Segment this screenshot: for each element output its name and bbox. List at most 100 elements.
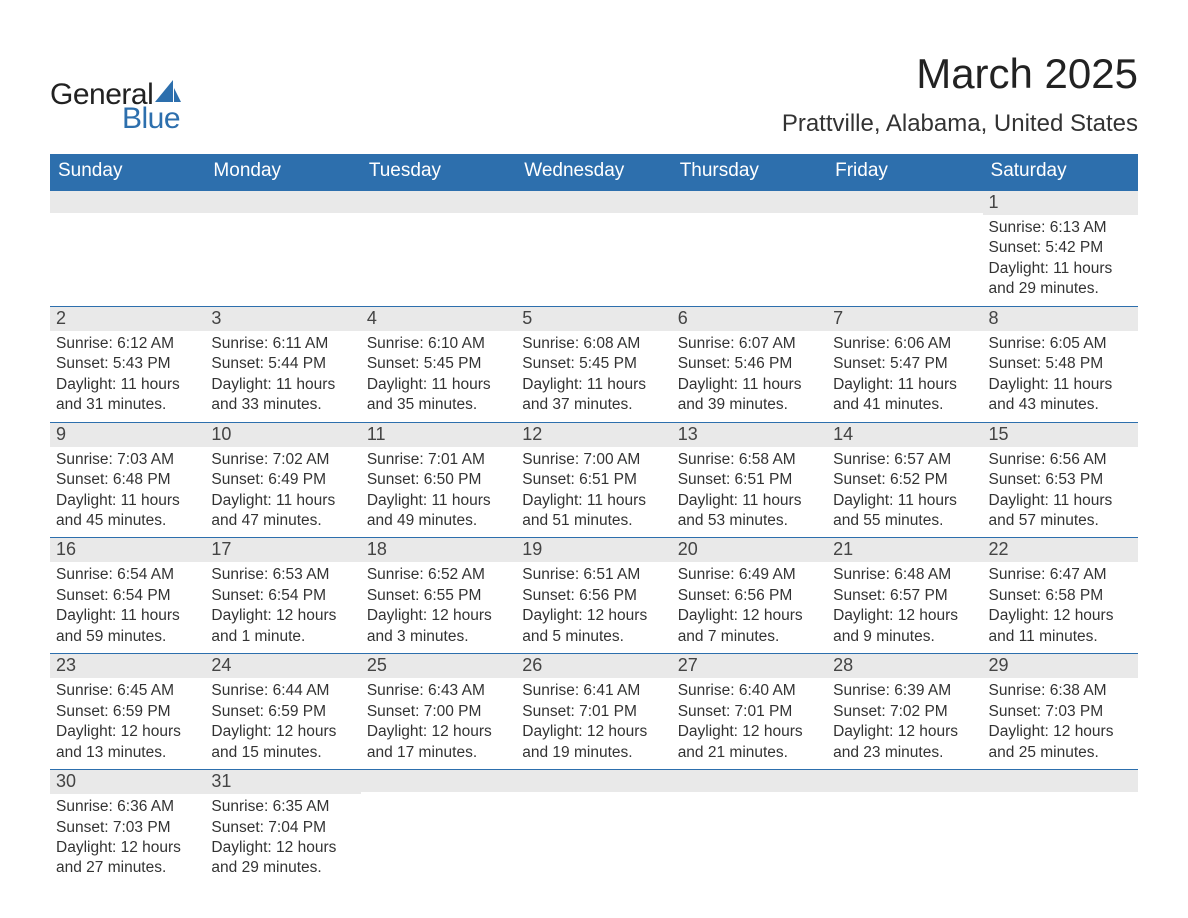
sunrise-text: Sunrise: 6:51 AM [522,565,665,585]
sunrise-text: Sunrise: 7:01 AM [367,450,510,470]
sunset-text: Sunset: 7:00 PM [367,702,510,722]
day-header: Monday [205,154,360,191]
sunset-text: Sunset: 5:44 PM [211,354,354,374]
day-number: 3 [205,307,360,331]
sunrise-text: Sunrise: 6:12 AM [56,334,199,354]
day-body: Sunrise: 6:36 AMSunset: 7:03 PMDaylight:… [50,794,205,885]
calendar-week: 2Sunrise: 6:12 AMSunset: 5:43 PMDaylight… [50,306,1138,422]
sunrise-text: Sunrise: 6:10 AM [367,334,510,354]
day-body: Sunrise: 6:53 AMSunset: 6:54 PMDaylight:… [205,562,360,653]
sunrise-text: Sunrise: 6:48 AM [833,565,976,585]
daylight-text: Daylight: 11 hours and 55 minutes. [833,491,976,532]
day-header: Wednesday [516,154,671,191]
day-number: 9 [50,423,205,447]
calendar-cell: 23Sunrise: 6:45 AMSunset: 6:59 PMDayligh… [50,654,205,770]
daylight-text: Daylight: 12 hours and 13 minutes. [56,722,199,763]
calendar-cell: 19 Sunrise: 6:51 AMSunset: 6:56 PMDayligh… [516,538,671,654]
calendar-cell: 31Sunrise: 6:35 AMSunset: 7:04 PMDayligh… [205,770,360,885]
day-body: Sunrise: 6:41 AMSunset: 7:01 PMDaylight:… [516,678,671,769]
sunset-text: Sunset: 7:01 PM [678,702,821,722]
sunrise-text: Sunrise: 6:08 AM [522,334,665,354]
calendar-cell: 15Sunrise: 6:56 AMSunset: 6:53 PMDayligh… [983,422,1138,538]
calendar-cell: 28Sunrise: 6:39 AMSunset: 7:02 PMDayligh… [827,654,982,770]
day-number: 2 [50,307,205,331]
day-body: Sunrise: 6:05 AMSunset: 5:48 PMDaylight:… [983,331,1138,422]
daylight-text: Daylight: 12 hours and 23 minutes. [833,722,976,763]
calendar-week: 9Sunrise: 7:03 AMSunset: 6:48 PMDaylight… [50,422,1138,538]
calendar-cell [983,770,1138,885]
sunset-text: Sunset: 6:58 PM [989,586,1132,606]
day-number: 14 [827,423,982,447]
daylight-text: Daylight: 12 hours and 21 minutes. [678,722,821,763]
sunrise-text: Sunrise: 6:54 AM [56,565,199,585]
daylight-text: Daylight: 11 hours and 53 minutes. [678,491,821,532]
sunrise-text: Sunrise: 6:43 AM [367,681,510,701]
sunrise-text: Sunrise: 6:47 AM [989,565,1132,585]
sunset-text: Sunset: 7:04 PM [211,818,354,838]
calendar-cell: 12Sunrise: 7:00 AMSunset: 6:51 PMDayligh… [516,422,671,538]
day-body: Sunrise: 6:54 AMSunset: 6:54 PMDaylight:… [50,562,205,653]
sunset-text: Sunset: 6:50 PM [367,470,510,490]
day-number: 21 [827,538,982,562]
day-body: Sunrise: 6:10 AMSunset: 5:45 PMDaylight:… [361,331,516,422]
day-body [516,213,671,293]
daylight-text: Daylight: 12 hours and 27 minutes. [56,838,199,879]
day-header: Friday [827,154,982,191]
day-body: Sunrise: 6:35 AMSunset: 7:04 PMDaylight:… [205,794,360,885]
day-body [672,213,827,293]
sunset-text: Sunset: 6:56 PM [522,586,665,606]
day-number [205,191,360,213]
day-number [827,191,982,213]
daylight-text: Daylight: 11 hours and 41 minutes. [833,375,976,416]
day-number [361,191,516,213]
daylight-text: Daylight: 12 hours and 25 minutes. [989,722,1132,763]
calendar-cell: 9Sunrise: 7:03 AMSunset: 6:48 PMDaylight… [50,422,205,538]
calendar-cell: 10Sunrise: 7:02 AMSunset: 6:49 PMDayligh… [205,422,360,538]
calendar-cell: 26Sunrise: 6:41 AMSunset: 7:01 PMDayligh… [516,654,671,770]
sunset-text: Sunset: 5:48 PM [989,354,1132,374]
brand-logo: General Blue [50,50,181,134]
day-number: 15 [983,423,1138,447]
sunset-text: Sunset: 6:48 PM [56,470,199,490]
day-body: Sunrise: 6:13 AMSunset: 5:42 PMDaylight:… [983,215,1138,306]
day-body: Sunrise: 6:44 AMSunset: 6:59 PMDaylight:… [205,678,360,769]
sunset-text: Sunset: 5:46 PM [678,354,821,374]
day-number [50,191,205,213]
daylight-text: Daylight: 12 hours and 3 minutes. [367,606,510,647]
calendar-cell: 1Sunrise: 6:13 AMSunset: 5:42 PMDaylight… [983,191,1138,307]
calendar-cell [672,770,827,885]
sunset-text: Sunset: 6:49 PM [211,470,354,490]
calendar-cell: 24Sunrise: 6:44 AMSunset: 6:59 PMDayligh… [205,654,360,770]
day-number: 19 [516,538,671,562]
daylight-text: Daylight: 12 hours and 29 minutes. [211,838,354,879]
calendar-cell [827,191,982,307]
sunrise-text: Sunrise: 6:44 AM [211,681,354,701]
daylight-text: Daylight: 12 hours and 15 minutes. [211,722,354,763]
daylight-text: Daylight: 12 hours and 5 minutes. [522,606,665,647]
sunrise-text: Sunrise: 6:13 AM [989,218,1132,238]
calendar-cell: 18Sunrise: 6:52 AMSunset: 6:55 PMDayligh… [361,538,516,654]
day-body: Sunrise: 6:40 AMSunset: 7:01 PMDaylight:… [672,678,827,769]
day-body: Sunrise: 6:49 AMSunset: 6:56 PMDaylight:… [672,562,827,653]
sunset-text: Sunset: 6:51 PM [678,470,821,490]
day-body: Sunrise: 7:01 AMSunset: 6:50 PMDaylight:… [361,447,516,538]
calendar-cell: 6Sunrise: 6:07 AMSunset: 5:46 PMDaylight… [672,306,827,422]
day-number: 27 [672,654,827,678]
day-body: Sunrise: 6:06 AMSunset: 5:47 PMDaylight:… [827,331,982,422]
calendar-cell: 29Sunrise: 6:38 AMSunset: 7:03 PMDayligh… [983,654,1138,770]
daylight-text: Daylight: 11 hours and 47 minutes. [211,491,354,532]
day-body [672,792,827,872]
sunrise-text: Sunrise: 6:36 AM [56,797,199,817]
calendar-cell: 2Sunrise: 6:12 AMSunset: 5:43 PMDaylight… [50,306,205,422]
calendar-week: 30Sunrise: 6:36 AMSunset: 7:03 PMDayligh… [50,770,1138,885]
day-body: Sunrise: 6:57 AMSunset: 6:52 PMDaylight:… [827,447,982,538]
calendar-cell [361,191,516,307]
day-body: Sunrise: 6:58 AMSunset: 6:51 PMDaylight:… [672,447,827,538]
calendar-cell: 25Sunrise: 6:43 AMSunset: 7:00 PMDayligh… [361,654,516,770]
daylight-text: Daylight: 11 hours and 51 minutes. [522,491,665,532]
day-body [50,213,205,293]
daylight-text: Daylight: 12 hours and 1 minute. [211,606,354,647]
sunset-text: Sunset: 5:45 PM [522,354,665,374]
sunrise-text: Sunrise: 6:39 AM [833,681,976,701]
daylight-text: Daylight: 12 hours and 17 minutes. [367,722,510,763]
